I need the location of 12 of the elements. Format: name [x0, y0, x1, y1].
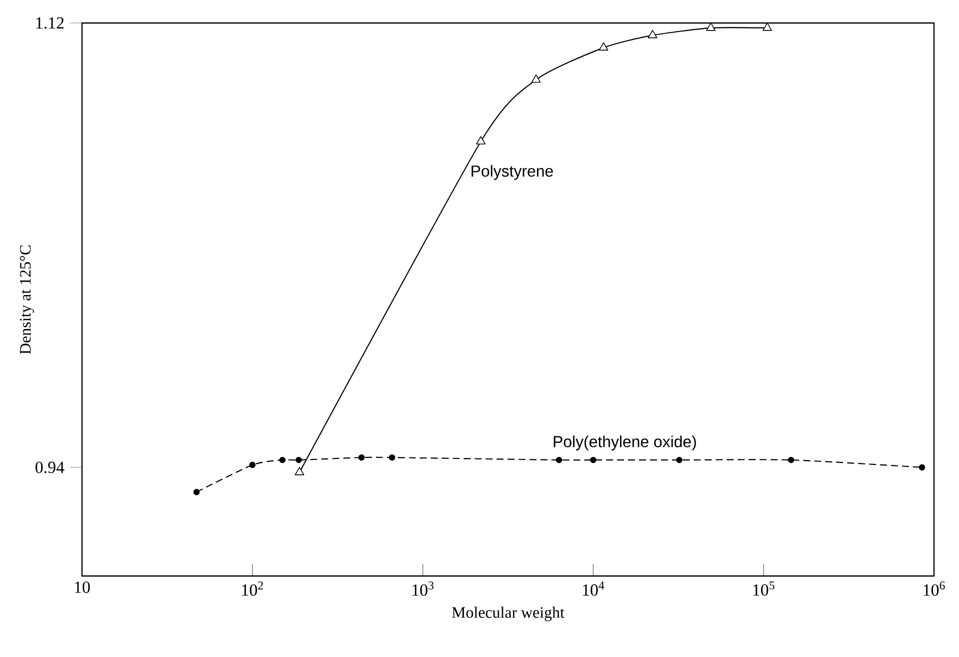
x-tick-label: 10 — [75, 582, 90, 593]
x-tick-label: 10$^{3}$ — [412, 582, 434, 596]
x-tick-label: 10$^{5}$ — [753, 582, 774, 596]
x-tick-label: 10$^{4}$ — [583, 582, 604, 596]
y-axis-title: Density at 125°C — [20, 245, 34, 354]
x-tick-label: 10$^{2}$ — [242, 582, 263, 596]
series-label: Poly(ethylene oxide) — [554, 436, 696, 450]
series-label: Polystyrene — [472, 165, 553, 180]
x-axis-title: Molecular weight — [452, 606, 564, 622]
y-tick-label: 0.94 — [36, 462, 64, 474]
x-tick-label: 10$^{6}$ — [924, 582, 945, 596]
y-tick-label: 1.12 — [36, 17, 64, 29]
